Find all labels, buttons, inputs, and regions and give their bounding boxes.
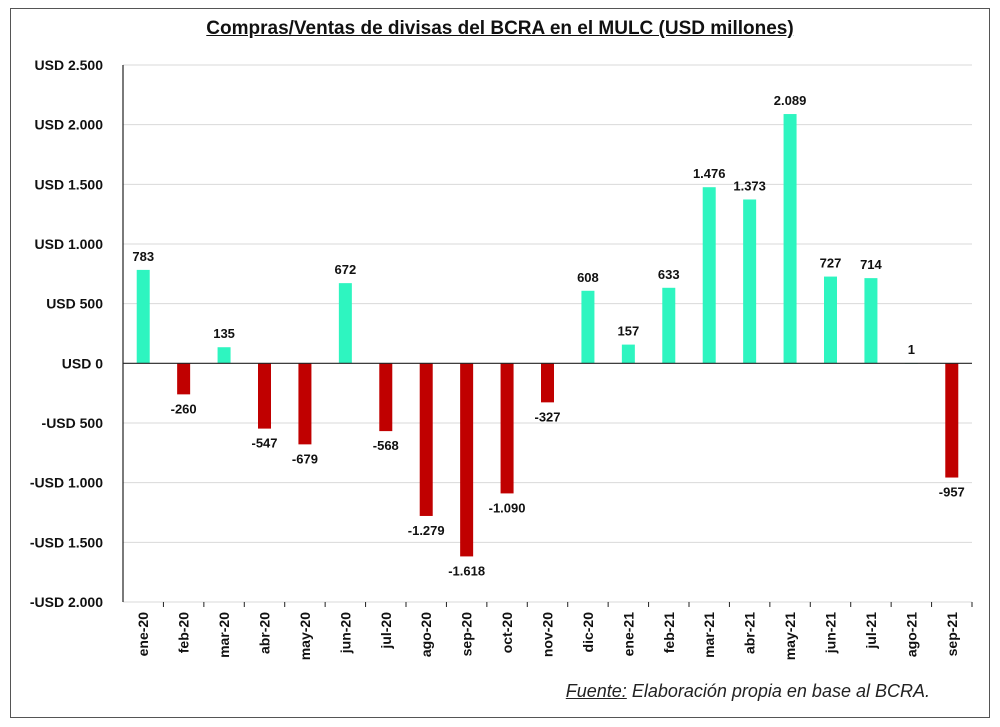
bar-feb-20 (177, 363, 191, 395)
x-tick-label: sep-20 (459, 612, 475, 657)
bar-jun-21 (824, 276, 837, 364)
x-tick-label: ago-21 (903, 612, 919, 657)
data-label-ene-21: 157 (618, 324, 640, 339)
x-tick-label: ago-20 (418, 612, 434, 657)
bar-ene-20 (136, 269, 150, 364)
bar-jun-20 (338, 283, 352, 364)
x-tick-label: may-21 (782, 612, 798, 660)
y-tick-label: -USD 2.000 (30, 594, 103, 610)
data-label-jun-20: 672 (335, 262, 357, 277)
source-note: Fuente: Elaboración propia en base al BC… (566, 681, 930, 702)
data-label-abr-20: -547 (251, 436, 277, 451)
x-tick-label: feb-20 (176, 612, 192, 653)
data-label-mar-20: 135 (213, 326, 235, 341)
data-label-sep-20: -1.618 (448, 563, 485, 578)
gridlines (123, 64, 972, 603)
x-tick-label: feb-21 (661, 612, 677, 653)
bar-jul-20 (379, 363, 393, 432)
x-tick-label: abr-20 (257, 612, 273, 654)
x-tick-label: oct-20 (499, 612, 515, 653)
data-label-oct-20: -1.090 (489, 500, 526, 515)
bar-sep-20 (460, 363, 474, 557)
data-label-jul-21: 714 (860, 257, 882, 272)
bar-may-20 (298, 363, 312, 445)
y-tick-label: -USD 500 (42, 415, 104, 431)
bar-sep-21 (945, 363, 959, 478)
y-tick-label: USD 0 (62, 355, 103, 371)
bar-nov-20 (541, 363, 554, 403)
y-tick-label: USD 2.000 (35, 117, 104, 133)
x-tick-label: ene-21 (620, 612, 636, 657)
data-label-may-20: -679 (292, 451, 318, 466)
data-label-ago-21: 1 (908, 342, 915, 357)
x-tick-label: jul-21 (863, 612, 879, 650)
y-tick-label: USD 1.500 (35, 176, 104, 192)
x-tick-label: abr-21 (742, 612, 758, 654)
x-axis-ticks: ene-20 feb-20 mar-20 abr-20 may-20 jun-20 jul-… (135, 602, 973, 660)
data-label-mar-21: 1.476 (693, 166, 726, 181)
x-tick-label: ene-20 (135, 612, 151, 657)
bar-may-21 (783, 114, 797, 364)
data-label-ene-20: 783 (132, 249, 154, 264)
x-tick-label: may-20 (297, 612, 313, 660)
x-tick-label: jul-20 (378, 612, 394, 650)
y-tick-label: -USD 1.000 (30, 475, 103, 491)
y-tick-label: USD 1.000 (35, 236, 104, 252)
bars (136, 114, 959, 557)
bar-dic-20 (581, 290, 595, 364)
source-key: Fuente: (565, 681, 627, 701)
x-tick-label: mar-20 (216, 612, 232, 658)
data-label-abr-21: 1.373 (733, 178, 766, 193)
bar-oct-20 (500, 363, 514, 494)
data-labels: 783 -260 135 -547 -679 672 -568 -1.279 -1.618 -1.… (132, 93, 964, 578)
chart-title: Compras/Ventas de divisas del BCRA en el… (206, 18, 794, 39)
bar-mar-20 (217, 347, 231, 364)
source-text: Elaboración propia en base al BCRA. (626, 681, 930, 701)
y-tick-label: USD 500 (46, 296, 103, 312)
x-tick-label: dic-20 (580, 612, 596, 653)
data-label-feb-20: -260 (171, 401, 197, 416)
y-axis-ticks: USD 2.500 USD 2.000 USD 1.500 USD 1.000 USD … (30, 57, 103, 610)
data-label-nov-20: -327 (534, 409, 560, 424)
data-label-jul-20: -568 (373, 438, 399, 453)
bar-abr-20 (258, 363, 271, 429)
x-tick-label: sep-21 (944, 612, 960, 657)
bar-mar-21 (702, 187, 716, 364)
data-label-jun-21: 727 (820, 256, 842, 271)
data-label-ago-20: -1.279 (408, 523, 445, 538)
data-label-feb-21: 633 (658, 267, 680, 282)
x-tick-label: jun-21 (823, 612, 839, 654)
y-tick-label: -USD 1.500 (30, 534, 103, 550)
bar-jul-21 (864, 278, 878, 364)
y-tick-label: USD 2.500 (35, 57, 104, 73)
x-tick-label: nov-20 (540, 612, 556, 657)
data-label-dic-20: 608 (577, 270, 599, 285)
bar-ene-21 (621, 344, 635, 364)
x-tick-label: jun-20 (337, 612, 353, 654)
bar-feb-21 (662, 287, 676, 364)
bar-abr-21 (743, 199, 757, 364)
data-label-may-21: 2.089 (774, 93, 807, 108)
x-tick-label: mar-21 (701, 612, 717, 658)
data-label-sep-21: -957 (939, 485, 965, 500)
bar-ago-20 (419, 363, 433, 516)
